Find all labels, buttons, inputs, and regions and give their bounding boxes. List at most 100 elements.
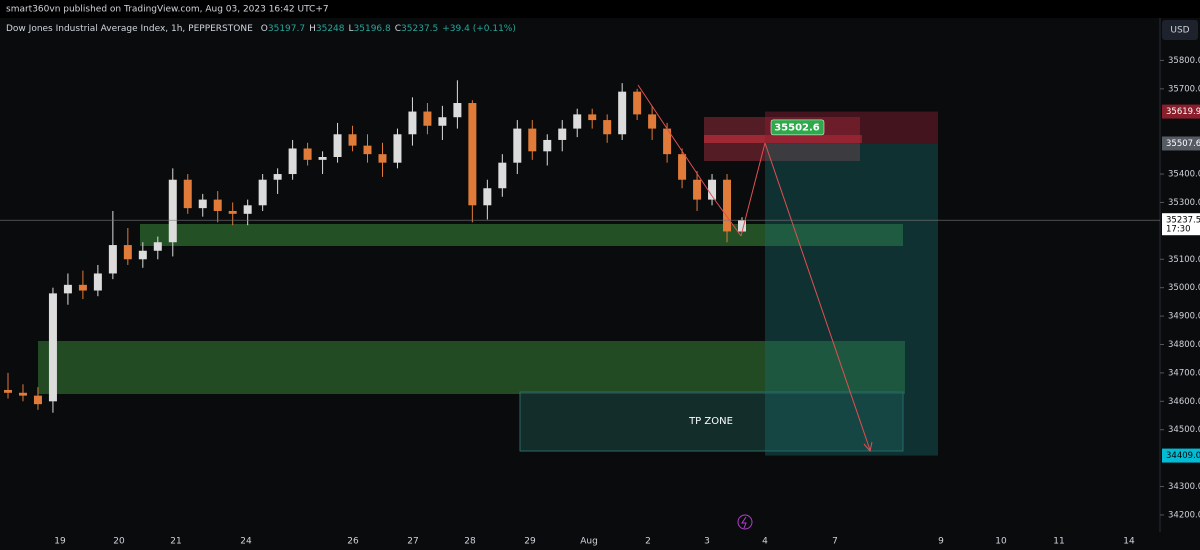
candle-body [468, 103, 477, 206]
entry-label-box [1162, 136, 1200, 151]
y-tick-label: 35400.0 [1168, 170, 1200, 180]
x-tick-label: 11 [1053, 537, 1064, 547]
x-tick-label: 29 [524, 537, 536, 547]
arrow-head [863, 441, 873, 453]
ohlc-label: C [395, 24, 401, 34]
y-tick-label: 35700.0 [1168, 84, 1200, 94]
y-tick-label: 35800.0 [1168, 56, 1200, 66]
x-tick-label: 27 [407, 537, 418, 547]
candle-body [4, 389, 12, 393]
countdown: 17:30 [1166, 225, 1191, 235]
target-label: 34409.0 [1166, 451, 1200, 461]
candle-body [348, 134, 357, 146]
x-tick-label: 20 [113, 537, 125, 547]
tp-zone [519, 391, 904, 452]
y-tick-label: 34900.0 [1168, 312, 1200, 322]
candle-body [483, 188, 492, 206]
candle-body [618, 91, 627, 135]
trend-line [711, 195, 742, 237]
last-price-box [1162, 213, 1200, 236]
candle-body [693, 179, 702, 200]
candles [4, 80, 746, 413]
candle-body [213, 199, 222, 211]
stop-label: 35619.9 [1166, 107, 1200, 117]
x-tick-label: 21 [170, 537, 181, 547]
y-tick-label: 35000.0 [1168, 283, 1200, 293]
ohlc-label: L [349, 24, 354, 34]
candle-body [78, 284, 87, 291]
lightning-bolt [741, 516, 747, 529]
candle-body [48, 293, 57, 402]
candle-body [318, 157, 327, 160]
entry-badge-label: 35502.6 [774, 122, 820, 133]
candle-body [498, 162, 507, 189]
candle-body [18, 392, 27, 396]
ohlc-value: 35248 [316, 24, 345, 34]
candle-body [183, 179, 192, 209]
candle-body [258, 179, 267, 206]
candle-body [453, 103, 462, 118]
overlay [0, 111, 1160, 456]
candle-body [438, 117, 447, 126]
candle-body [333, 134, 342, 157]
entry-badge [770, 119, 825, 136]
candle-body [243, 205, 252, 214]
candle-body [138, 250, 147, 260]
y-tick-label: 34200.0 [1168, 510, 1200, 520]
supply-band [704, 135, 862, 143]
entry-label: 35507.6 [1166, 139, 1200, 149]
candle-body [378, 154, 387, 163]
candle-body [408, 111, 417, 135]
projection-line [740, 142, 766, 237]
candle-body [33, 395, 42, 405]
x-tick-label: 28 [464, 537, 476, 547]
candle-body [393, 134, 402, 163]
ohlc-value: 35196.8 [354, 24, 391, 34]
projection-line [764, 142, 871, 451]
x-tick-label: 19 [54, 537, 66, 547]
lightning-icon [737, 514, 753, 530]
zone-label: TP ZONE [688, 416, 733, 427]
ohlc-label: H [309, 24, 316, 34]
target-label-box [1162, 448, 1200, 463]
candle-body [513, 128, 522, 163]
candle-body [588, 114, 597, 121]
stop-label-box [1162, 104, 1200, 119]
candle-body [663, 128, 672, 155]
candle-body [228, 210, 237, 214]
candle-body [108, 245, 117, 274]
ohlc-value: 35197.7 [268, 24, 305, 34]
last-price-label: 35237.5 [1166, 216, 1200, 226]
target-area [765, 143, 938, 456]
candle-body [63, 284, 72, 294]
candle-body [678, 154, 687, 180]
x-tick-label: 9 [938, 537, 944, 547]
symbol: Dow Jones Industrial Average Index, 1h, … [6, 24, 253, 34]
candle-body [93, 273, 102, 291]
candle-body [558, 128, 567, 140]
currency-box [1162, 20, 1198, 40]
x-tick-label: 3 [704, 537, 710, 547]
support-zone [38, 341, 905, 394]
candle-body [198, 199, 207, 209]
x-tick-label: 24 [240, 537, 252, 547]
candle-body [288, 148, 297, 175]
x-tick-label: 2 [645, 537, 651, 547]
candle-body [723, 179, 732, 232]
zones [38, 117, 905, 452]
candle-body [543, 139, 552, 152]
support-zone [140, 224, 903, 246]
candle-body [303, 148, 312, 160]
ohlc-label: O [261, 24, 268, 34]
y-tick-label: 34300.0 [1168, 482, 1200, 492]
candle-body [738, 220, 746, 232]
y-tick-label: 34700.0 [1168, 368, 1200, 378]
candle-body [273, 174, 282, 180]
x-tick-label: 7 [832, 537, 838, 547]
x-tick-label: Aug [580, 537, 598, 547]
y-tick-label: 35300.0 [1168, 198, 1200, 208]
candle-body [363, 145, 372, 155]
x-tick-label: 14 [1123, 537, 1135, 547]
